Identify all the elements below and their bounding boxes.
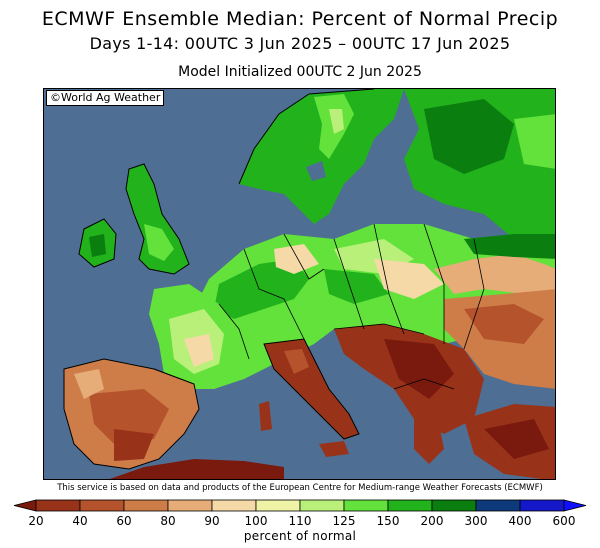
legend-tick-label: 200 xyxy=(420,514,444,528)
north-africa-land xyxy=(109,459,284,479)
legend-tick-label: 40 xyxy=(72,514,88,528)
legend-swatch xyxy=(255,499,301,512)
legend-tick-label: 300 xyxy=(464,514,488,528)
scandinavia-land xyxy=(239,89,404,224)
legend-swatch xyxy=(79,499,125,512)
model-init-time: Model Initialized 00UTC 2 Jun 2025 xyxy=(178,64,422,80)
legend-tick-label: 90 xyxy=(204,514,220,528)
copyright-label: ©World Ag Weather xyxy=(46,90,165,106)
legend-tick-label: 125 xyxy=(332,514,356,528)
legend-swatch xyxy=(35,499,81,512)
color-legend: 20 40 60 80 90 100 110 125 150 200 300 400 600 perce… xyxy=(0,497,600,547)
legend-tick-label: 400 xyxy=(508,514,532,528)
legend-swatch xyxy=(299,499,345,512)
legend-swatch xyxy=(431,499,477,512)
legend-swatch xyxy=(211,499,257,512)
legend-tick-label: 600 xyxy=(552,514,576,528)
legend-swatch xyxy=(167,499,213,512)
legend-tick-label: 100 xyxy=(244,514,268,528)
disclaimer-text: This service is based on data and produc… xyxy=(57,483,543,493)
legend-tick-label: 110 xyxy=(288,514,312,528)
legend-right-arrow xyxy=(563,499,587,512)
legend-swatch xyxy=(475,499,521,512)
legend-tick-label: 150 xyxy=(376,514,400,528)
page-title: ECMWF Ensemble Median: Percent of Normal… xyxy=(41,8,559,30)
britain-land xyxy=(126,164,189,274)
legend-swatch xyxy=(343,499,389,512)
italy-land xyxy=(264,339,359,439)
legend-tick-label: 20 xyxy=(28,514,44,528)
legend-colorbar xyxy=(13,499,587,512)
forecast-period: Days 1-14: 00UTC 3 Jun 2025 – 00UTC 17 J… xyxy=(89,34,511,53)
legend-swatch xyxy=(519,499,565,512)
legend-label: percent of normal xyxy=(243,529,357,543)
precip-map xyxy=(43,88,556,480)
legend-tick-label: 80 xyxy=(160,514,176,528)
legend-swatch xyxy=(387,499,433,512)
legend-tick-label: 60 xyxy=(116,514,132,528)
legend-swatch xyxy=(123,499,169,512)
legend-left-arrow xyxy=(13,499,37,512)
